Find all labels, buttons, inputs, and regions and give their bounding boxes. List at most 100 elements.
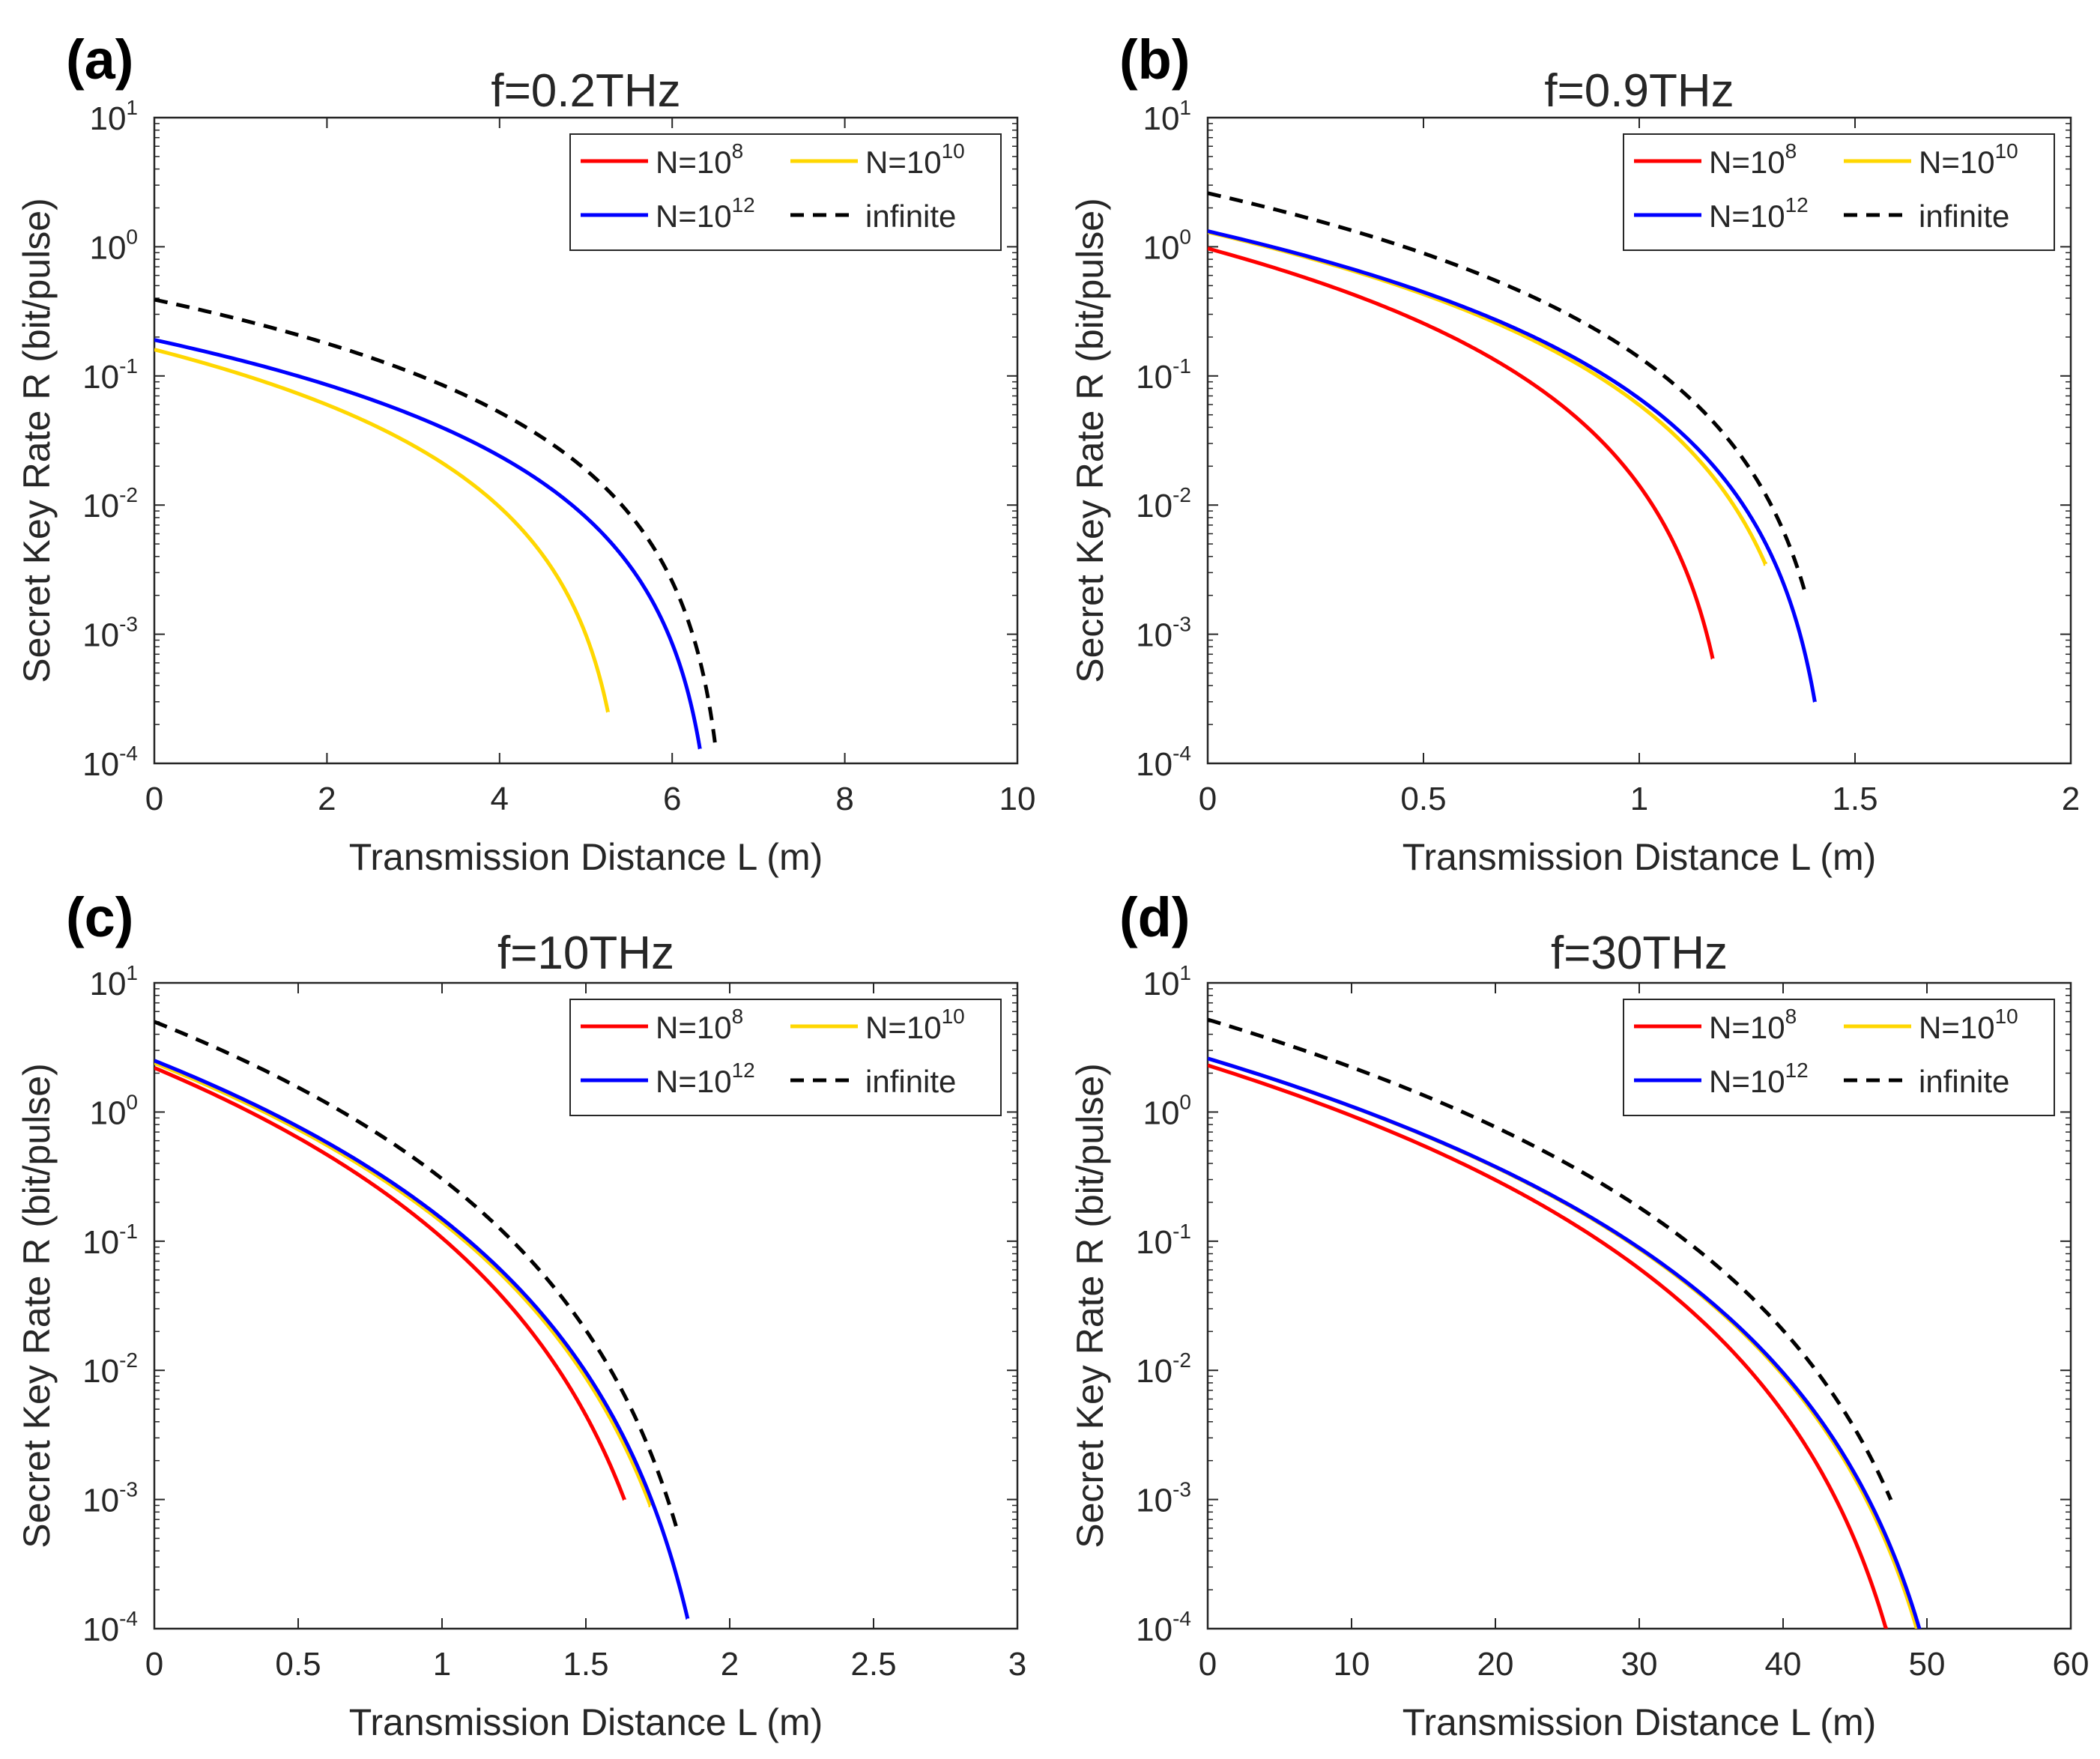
y-tick-label-base: 10	[1136, 359, 1172, 396]
legend-label-n12: N=1012	[656, 1059, 755, 1099]
legend-label-n12: N=1012	[1709, 193, 1809, 234]
y-tick-label-base: 10	[1143, 229, 1179, 266]
x-tick-label: 40	[1765, 1646, 1802, 1683]
y-tick-label-exp: -3	[119, 1478, 138, 1501]
legend-label-n8: N=108	[656, 139, 743, 180]
y-tick-label-base: 10	[1136, 1353, 1172, 1390]
y-tick-label-base: 10	[1143, 966, 1179, 1002]
chart-title: f=0.9THz	[1544, 65, 1734, 117]
legend: N=108 N=1010 N=1012 infinite	[1623, 133, 2055, 251]
y-tick-label-exp: -4	[119, 742, 138, 765]
panel-letter: (b)	[1119, 28, 1190, 91]
series-line-n-10-8	[1208, 1063, 1888, 1629]
legend-label-inf-base: infinite	[865, 1064, 956, 1099]
legend-label-n10-base: N=10	[1919, 1010, 1995, 1045]
y-tick-label-base: 10	[82, 359, 119, 396]
y-tick-label-exp: -2	[1172, 483, 1191, 506]
x-axis-label: Transmission Distance L (m)	[349, 1701, 823, 1743]
legend-label-n10-exp: 10	[1995, 139, 2018, 163]
y-tick-label-exp: 1	[126, 961, 138, 984]
series-line-n-10-12	[1208, 1056, 1922, 1629]
x-tick-label: 0	[1199, 1646, 1217, 1683]
y-tick-label: 10-2	[1136, 1348, 1191, 1390]
y-axis-label: Secret Key Rate R (bit/pulse)	[16, 198, 58, 683]
y-tick-label: 10-1	[1136, 1220, 1191, 1261]
y-axis-label: Secret Key Rate R (bit/pulse)	[1069, 198, 1111, 683]
y-tick-label-exp: 1	[126, 96, 138, 119]
y-tick-label-exp: 0	[126, 1090, 138, 1113]
y-tick-label-base: 10	[1136, 1483, 1172, 1519]
y-tick-label-exp: -1	[119, 354, 138, 378]
legend-label-n12-exp: 12	[732, 193, 755, 217]
x-tick-label: 1	[1630, 781, 1648, 817]
y-tick-label-exp: 1	[1179, 96, 1191, 119]
x-tick-label: 0	[1199, 781, 1217, 817]
series-line-n-10-10	[154, 348, 610, 713]
series-line-infinite	[1208, 191, 1806, 591]
y-tick-label-base: 10	[82, 1353, 119, 1390]
legend-label-inf: infinite	[865, 199, 956, 234]
y-tick-label-exp: 0	[1179, 1090, 1191, 1113]
x-tick-label: 1	[433, 1646, 451, 1683]
y-tick-label-base: 10	[82, 488, 119, 524]
legend-label-n10-exp: 10	[1995, 1005, 2018, 1028]
legend-label-inf: infinite	[1919, 199, 2009, 234]
y-tick-label: 101	[89, 961, 138, 1002]
x-tick-label: 8	[835, 781, 853, 817]
x-tick-label: 2	[318, 781, 336, 817]
legend-label-inf-base: infinite	[1919, 199, 2009, 234]
y-tick-label: 10-3	[82, 613, 138, 654]
y-tick-label-base: 10	[82, 746, 119, 783]
y-tick-label-exp: -1	[1172, 1220, 1191, 1243]
y-tick-label: 101	[89, 96, 138, 137]
legend-label-n12: N=1012	[656, 193, 755, 234]
series-line-infinite	[154, 1020, 679, 1531]
x-tick-label: 10	[999, 781, 1036, 817]
y-tick-label-base: 10	[82, 1483, 119, 1519]
legend-label-n8-exp: 8	[732, 139, 744, 163]
y-tick-label-exp: 0	[126, 225, 138, 248]
y-tick-label: 10-2	[82, 483, 138, 524]
y-tick-label-exp: -4	[119, 1607, 138, 1630]
legend-label-n8-exp: 8	[732, 1005, 744, 1028]
legend-label-inf: infinite	[1919, 1064, 2009, 1099]
x-tick-label: 30	[1621, 1646, 1658, 1683]
y-tick-label: 100	[89, 1090, 138, 1131]
legend-label-inf-base: infinite	[1919, 1064, 2009, 1099]
x-tick-label: 6	[663, 781, 681, 817]
y-tick-label-exp: -3	[119, 613, 138, 636]
legend-box	[569, 999, 1002, 1116]
y-tick-label: 10-4	[82, 742, 138, 783]
y-tick-label-base: 10	[1136, 488, 1172, 524]
y-tick-label-exp: -4	[1172, 1607, 1191, 1630]
y-tick-label-base: 10	[89, 1095, 126, 1131]
y-tick-label-exp: -4	[1172, 742, 1191, 765]
legend-label-n8-exp: 8	[1785, 1005, 1797, 1028]
legend-label-n10-exp: 10	[942, 1005, 965, 1028]
x-tick-label: 0.5	[275, 1646, 321, 1683]
legend-label-n8: N=108	[1709, 139, 1797, 180]
y-tick-label-exp: -3	[1172, 1478, 1191, 1501]
series-line-n-10-12	[154, 1059, 690, 1620]
chart-title: f=10THz	[497, 927, 674, 979]
series-line-n-10-8	[154, 1066, 626, 1501]
x-tick-label: 0	[145, 1646, 163, 1683]
legend-label-n12-base: N=10	[656, 199, 732, 234]
y-tick-label-base: 10	[82, 1611, 119, 1648]
y-tick-label-exp: -2	[119, 1348, 138, 1372]
legend-box	[1623, 133, 2055, 251]
legend-label-n8-base: N=10	[656, 145, 732, 180]
legend-label-n10: N=1010	[865, 139, 965, 180]
legend-box	[1623, 999, 2055, 1116]
y-tick-label-base: 10	[82, 1224, 119, 1261]
x-tick-label: 50	[1909, 1646, 1946, 1683]
series-line-infinite	[1208, 1017, 1893, 1501]
legend-label-n10-exp: 10	[942, 139, 965, 163]
y-tick-label: 10-2	[82, 1348, 138, 1390]
legend-label-n10: N=1010	[1919, 139, 2018, 180]
x-tick-label: 1.5	[563, 1646, 608, 1683]
